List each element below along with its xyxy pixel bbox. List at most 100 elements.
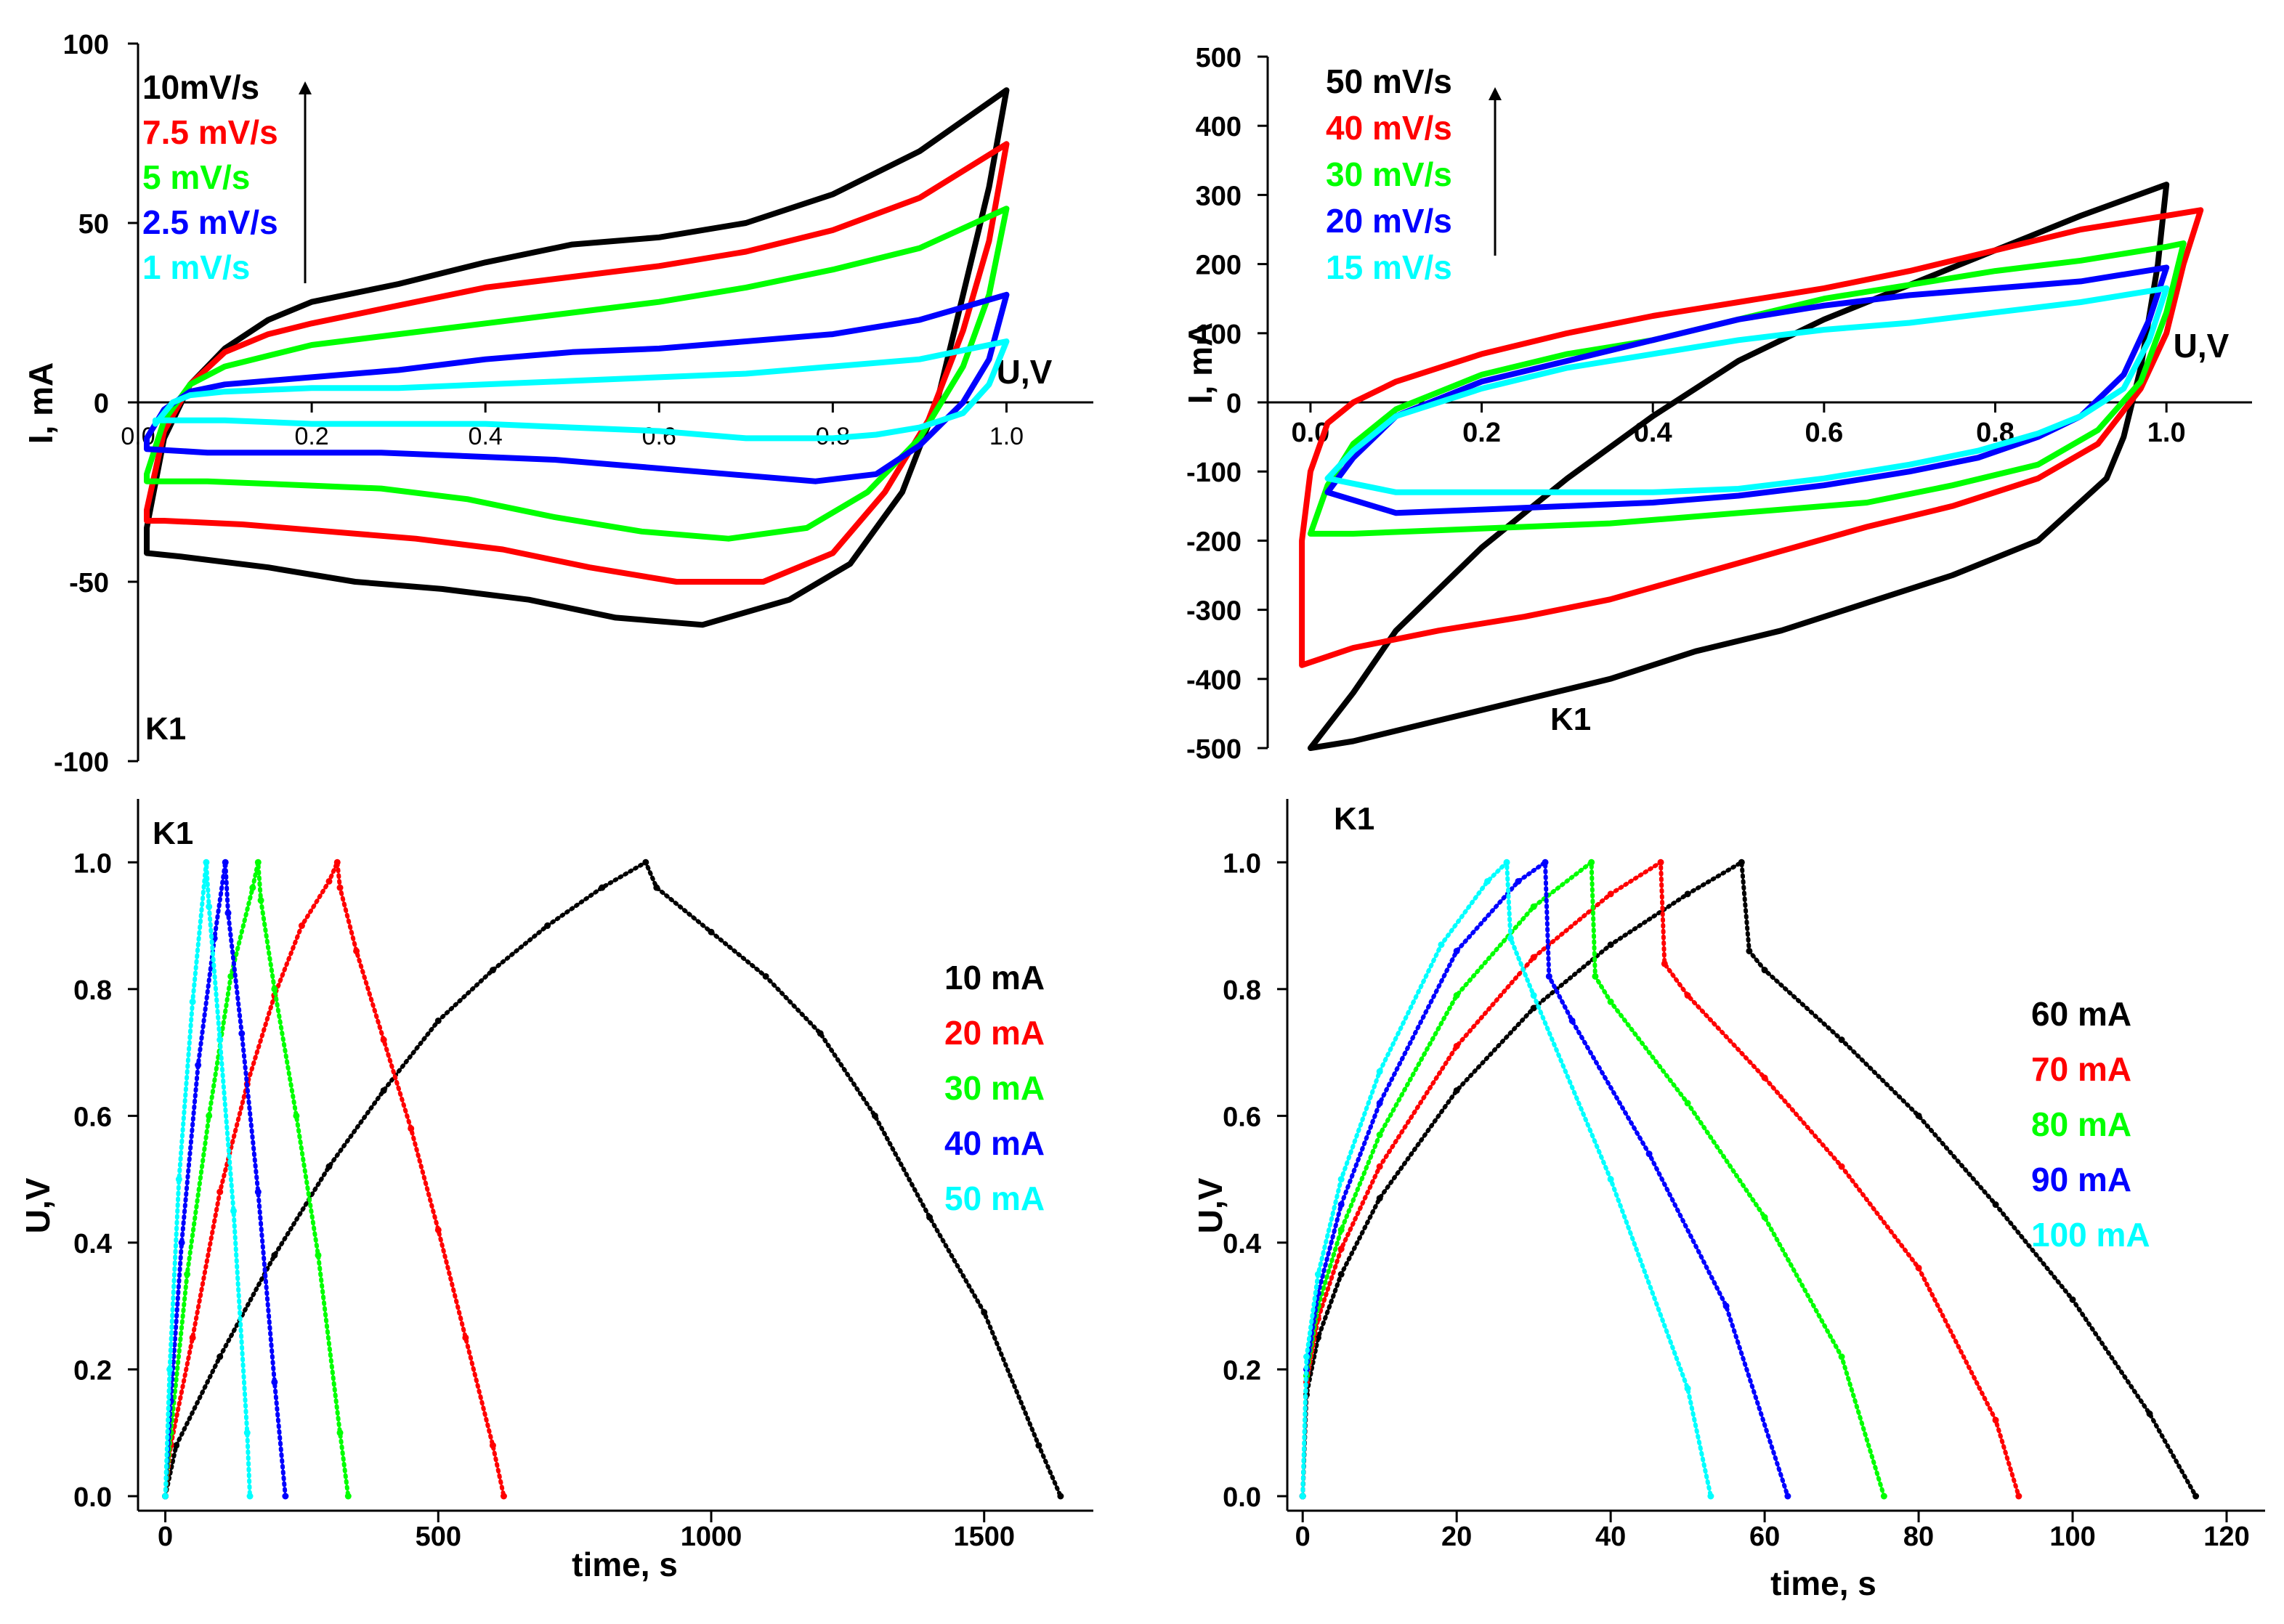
data-point	[1684, 1385, 1691, 1392]
data-point	[1530, 1004, 1537, 1012]
data-point	[1035, 1442, 1042, 1449]
data-point	[653, 884, 660, 891]
data-point	[1337, 1246, 1345, 1253]
data-point	[380, 1087, 387, 1094]
data-point	[1507, 935, 1514, 942]
data-point	[325, 877, 333, 885]
data-point	[257, 897, 264, 904]
data-point	[293, 1112, 300, 1119]
sample-label: K1	[153, 816, 193, 851]
data-point	[1438, 941, 1445, 949]
y-tick-label: -100	[1186, 458, 1242, 488]
data-point	[1684, 1100, 1691, 1107]
y-axis-label: U,V	[1191, 1177, 1229, 1233]
x-tick-label: 1500	[953, 1522, 1015, 1552]
legend-entry: 100 mA	[2031, 1216, 2150, 1254]
data-point	[195, 1062, 202, 1069]
data-point	[1376, 1163, 1383, 1170]
y-tick-label: 0.6	[73, 1102, 112, 1132]
data-point	[203, 858, 210, 866]
series-line-core	[164, 861, 251, 1497]
data-point	[166, 1365, 174, 1373]
data-point	[184, 1271, 191, 1278]
data-point	[271, 1379, 278, 1386]
data-point	[1057, 1493, 1064, 1500]
data-point	[1515, 877, 1522, 885]
x-axis-label: time, s	[1770, 1564, 1876, 1602]
data-point	[2146, 1410, 2153, 1418]
data-point	[1453, 1042, 1460, 1049]
series-loop	[1324, 264, 2170, 516]
y-tick-label: 100	[1196, 320, 1242, 350]
data-point	[1337, 1271, 1345, 1278]
y-tick-label: 0	[94, 389, 109, 419]
series-line-core	[1301, 861, 2020, 1497]
x-tick-label: 0.2	[294, 423, 328, 450]
y-tick-label: 100	[63, 30, 109, 60]
y-tick-label: 0.0	[1223, 1482, 1261, 1513]
data-point	[216, 1036, 224, 1044]
sample-label: K1	[1550, 702, 1591, 737]
data-point	[1992, 1201, 1999, 1209]
sample-label: K1	[1334, 801, 1374, 837]
data-point	[315, 1251, 322, 1259]
series-line-core	[164, 861, 287, 1497]
data-point	[1607, 998, 1614, 1005]
y-tick-label: -100	[54, 747, 109, 778]
y-axis-label: I, mA	[22, 362, 60, 444]
data-point	[189, 998, 196, 1005]
data-point	[1337, 1226, 1345, 1233]
data-point	[1337, 1176, 1345, 1183]
data-point	[1684, 992, 1691, 999]
y-tick-label: 300	[1196, 181, 1242, 211]
data-point	[1838, 1163, 1845, 1170]
x-tick-label: 500	[416, 1522, 461, 1552]
y-tick-label: 0	[1226, 389, 1242, 419]
data-point	[249, 884, 256, 891]
legend-entry: 30 mV/s	[1326, 155, 1452, 193]
data-point	[1376, 1195, 1383, 1202]
x-axis-label: time, s	[572, 1546, 678, 1583]
data-point	[336, 884, 344, 891]
data-point	[544, 922, 551, 930]
x-tick-label: 0.6	[642, 423, 676, 450]
x-tick-label: 1.0	[989, 423, 1024, 450]
y-axis-label: U,V	[19, 1177, 57, 1233]
data-point	[189, 1334, 196, 1341]
legend-entry: 10mV/s	[142, 68, 259, 106]
legend-entry: 90 mA	[2031, 1161, 2131, 1198]
data-point	[353, 947, 360, 954]
data-point	[271, 1251, 278, 1259]
series-loop	[1299, 207, 2204, 668]
data-point	[489, 1442, 496, 1449]
legend-entry: 70 mA	[2031, 1050, 2131, 1088]
y-tick-label: 400	[1196, 112, 1242, 142]
data-point	[298, 922, 305, 930]
x-tick-label: 40	[1595, 1522, 1626, 1552]
series-loop	[144, 141, 1010, 585]
data-point	[1542, 858, 1549, 866]
data-point	[1784, 1493, 1791, 1500]
data-point	[981, 1309, 988, 1316]
legend-entry: 15 mV/s	[1326, 248, 1452, 286]
data-point	[1992, 1416, 1999, 1424]
y-tick-label: 1.0	[73, 848, 112, 879]
series-line	[163, 860, 1063, 1498]
data-point	[1530, 992, 1537, 999]
legend-entry: 40 mA	[944, 1124, 1045, 1162]
y-tick-label: -200	[1186, 527, 1242, 557]
data-point	[1645, 1150, 1653, 1158]
panel-bottom-right: 0.0 0.2 0.4 0.6 0.8 1.0 0 20 40 60 80 100 120 time, s…	[1191, 799, 2265, 1602]
data-point	[344, 1493, 352, 1500]
data-point	[1376, 1132, 1383, 1139]
data-point	[254, 1188, 262, 1195]
data-point	[817, 1030, 824, 1037]
data-point	[243, 1429, 251, 1437]
x-tick-label: 0.2	[1462, 418, 1501, 448]
x-tick-label: 60	[1749, 1522, 1780, 1552]
data-point	[1838, 1036, 1845, 1044]
legend-entry: 7.5 mV/s	[142, 113, 278, 151]
legend-entry: 5 mV/s	[142, 158, 250, 196]
